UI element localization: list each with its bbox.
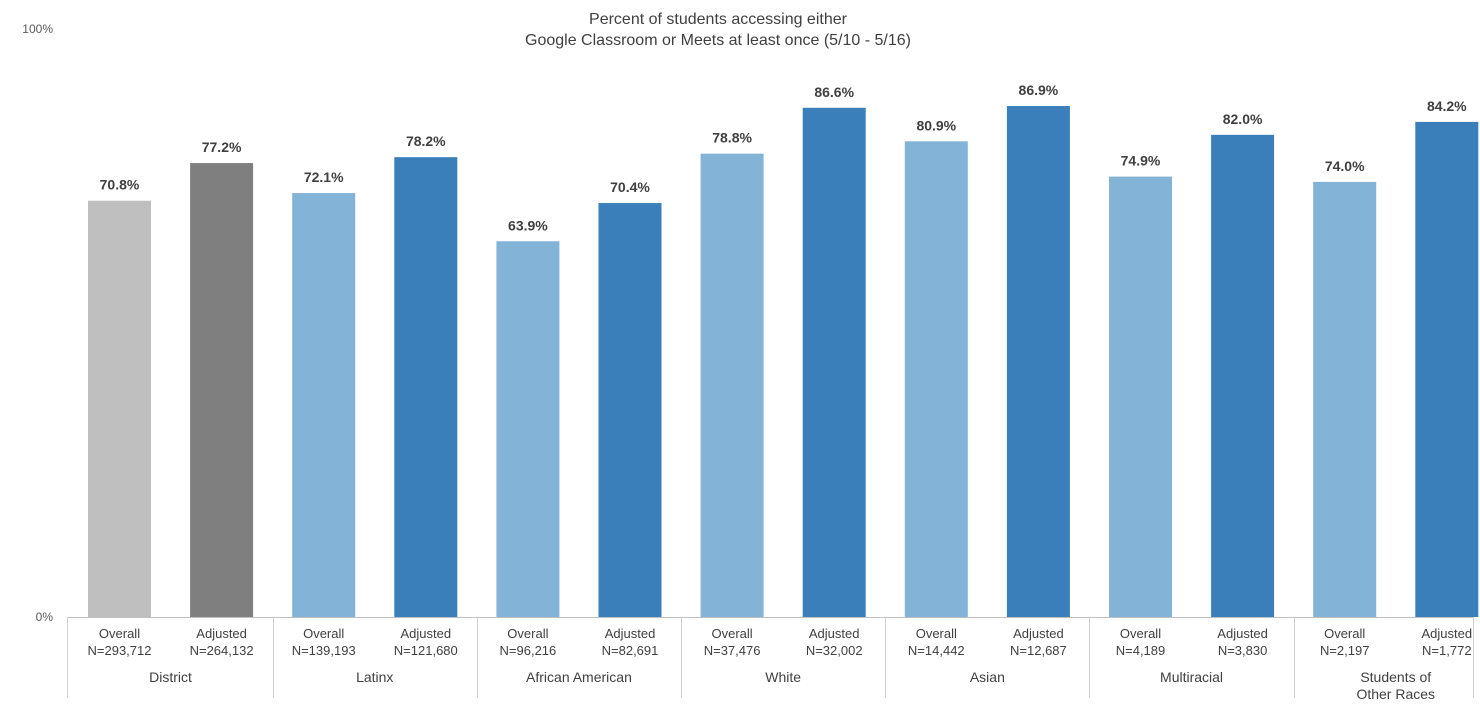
bar-6-overall [1109, 176, 1172, 617]
data-label: 74.9% [1121, 153, 1161, 169]
x-tick-n: N=2,197 [1320, 643, 1370, 658]
data-label: 70.4% [610, 179, 650, 195]
y-tick-label-min: 0% [36, 610, 54, 624]
data-label: 80.9% [916, 117, 956, 133]
x-tick-n: N=37,476 [704, 643, 761, 658]
data-label: 78.8% [712, 130, 752, 146]
group-label: Latinx [356, 669, 393, 685]
bar-7-adjusted [1415, 121, 1479, 618]
bar-4-adjusted [802, 107, 866, 618]
x-tick-category: Adjusted [1013, 626, 1064, 641]
bars-group [88, 106, 1479, 618]
group-label: District [149, 669, 192, 685]
group-label: Other Races [1356, 686, 1435, 701]
chart-title: Percent of students accessing either [589, 11, 848, 28]
x-tick-category: Overall [507, 626, 548, 641]
x-tick-category: Overall [916, 626, 957, 641]
x-tick-n: N=96,216 [500, 643, 557, 658]
x-tick-n: N=12,687 [1010, 643, 1067, 658]
chart-title-group: Percent of students accessing either Goo… [525, 11, 911, 49]
bar-5-overall [904, 141, 968, 618]
group-label: Asian [970, 669, 1005, 685]
data-label: 72.1% [304, 169, 344, 185]
x-tick-n: N=14,442 [908, 643, 965, 658]
bar-4-overall [700, 153, 764, 617]
bar-3-overall [496, 241, 560, 617]
x-tick-n: N=293,712 [88, 643, 152, 658]
x-tick-category: Adjusted [809, 626, 860, 641]
data-label: 82.0% [1223, 111, 1263, 127]
data-label: 77.2% [202, 139, 242, 155]
x-tick-n: N=264,132 [190, 643, 254, 658]
data-labels-group: 70.8% 77.2% 72.1% 78.2% 63.9% 70.4% 78.8% 86.6%… [100, 82, 1468, 233]
x-axis: Overall N=293,712 Adjusted N=264,132 Distric… [67, 617, 1474, 702]
group-label: Multiracial [1160, 669, 1223, 685]
group-label: White [765, 669, 801, 685]
x-tick-n: N=121,680 [394, 643, 458, 658]
bar-1-overall [88, 200, 151, 618]
bar-6-adjusted [1211, 134, 1275, 617]
x-tick-category: Adjusted [605, 626, 656, 641]
x-tick-category: Overall [99, 626, 140, 641]
y-axis: 0% 100% [22, 22, 53, 624]
bar-5-adjusted [1006, 106, 1070, 617]
group-label: African American [526, 669, 632, 685]
data-label: 74.0% [1325, 158, 1365, 174]
x-tick-n: N=82,691 [602, 643, 659, 658]
x-tick-n: N=3,830 [1218, 643, 1268, 658]
data-label: 84.2% [1427, 98, 1467, 114]
x-tick-n: N=4,189 [1116, 643, 1166, 658]
x-tick-n: N=139,193 [292, 643, 356, 658]
group-label: Students of [1360, 669, 1431, 685]
x-tick-category: Adjusted [401, 626, 452, 641]
x-tick-category: Overall [1120, 626, 1161, 641]
data-label: 86.9% [1019, 82, 1059, 98]
bar-1-adjusted [190, 163, 254, 617]
x-tick-category: Adjusted [1217, 626, 1268, 641]
data-label: 70.8% [100, 177, 140, 193]
data-label: 63.9% [508, 217, 548, 233]
x-tick-category: Adjusted [196, 626, 247, 641]
bar-2-adjusted [394, 157, 458, 617]
bar-2-overall [292, 193, 356, 617]
data-label: 86.6% [814, 84, 854, 100]
x-tick-category: Overall [303, 626, 344, 641]
chart-subtitle: Google Classroom or Meets at least once … [525, 32, 911, 49]
x-tick-n: N=32,002 [806, 643, 863, 658]
bar-7-overall [1313, 181, 1377, 617]
x-tick-category: Overall [1324, 626, 1365, 641]
x-tick-n: N=1,772 [1422, 643, 1472, 658]
data-label: 78.2% [406, 133, 446, 149]
y-tick-label-max: 100% [22, 22, 53, 36]
bar-3-adjusted [598, 203, 662, 617]
x-tick-category: Overall [712, 626, 753, 641]
x-tick-category: Adjusted [1422, 626, 1473, 641]
